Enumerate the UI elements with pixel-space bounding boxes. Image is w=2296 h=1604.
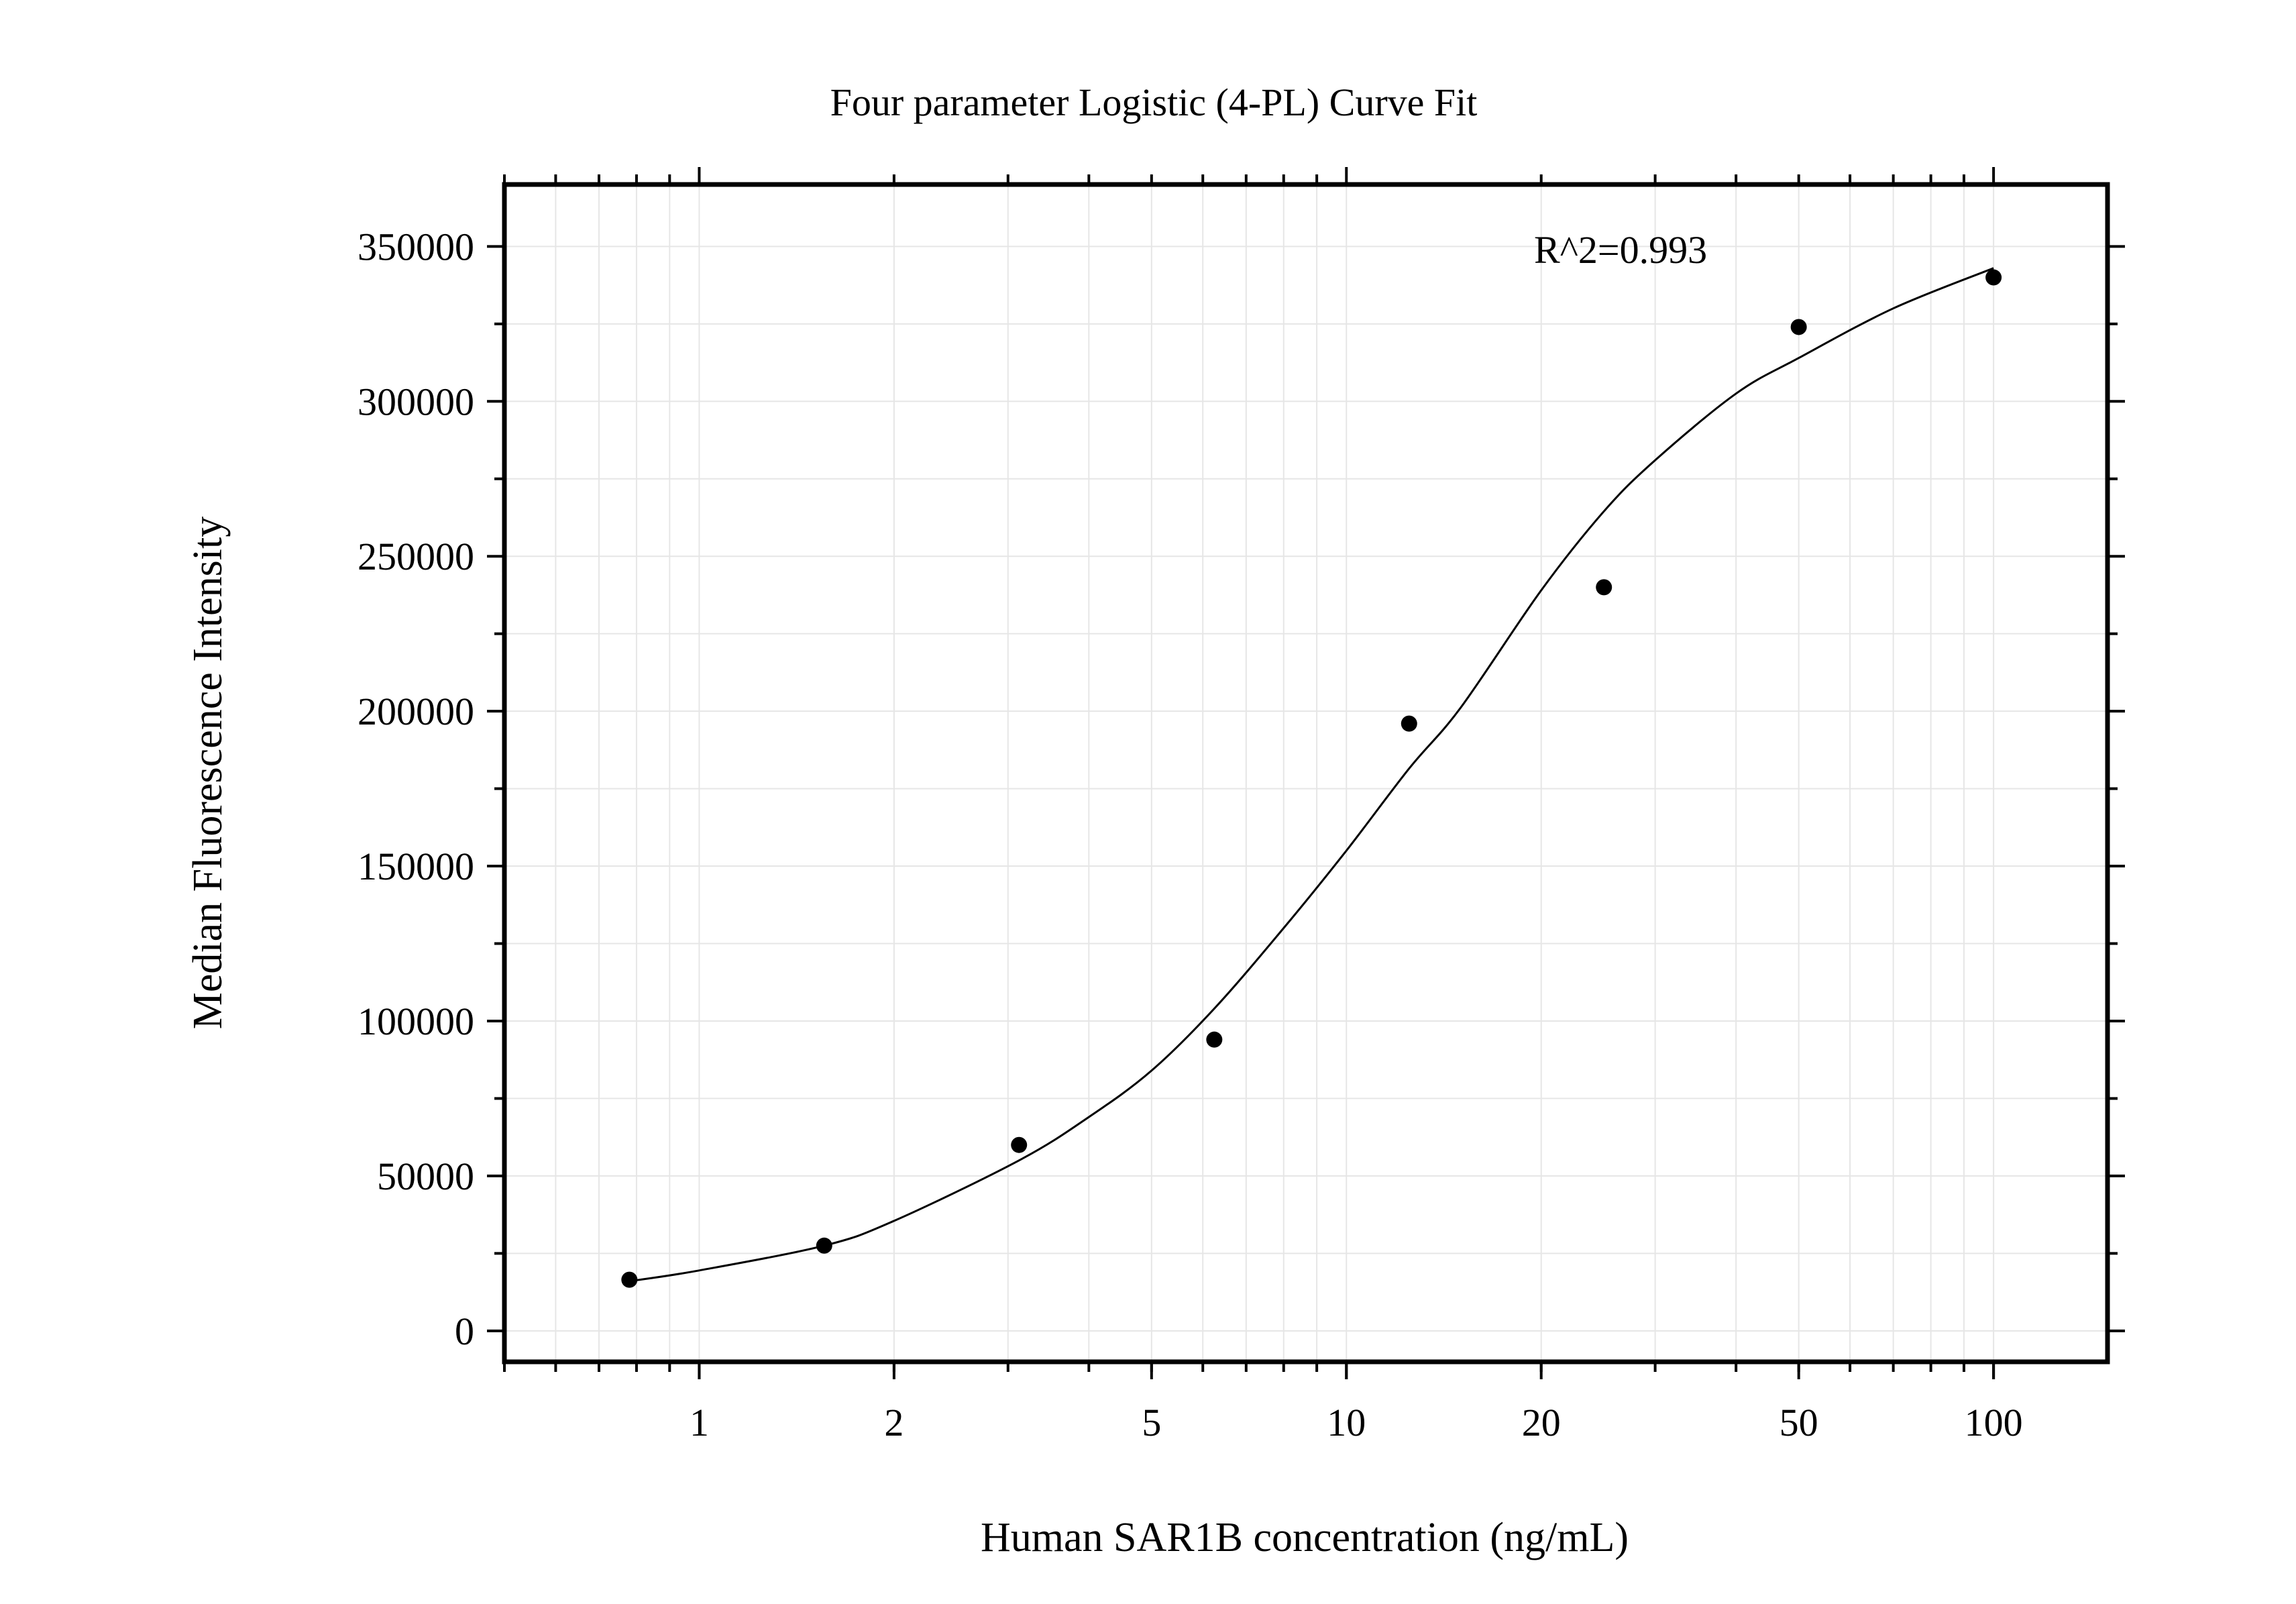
x-tick-label: 5 — [1142, 1401, 1161, 1444]
data-point — [816, 1237, 832, 1254]
y-tick-label: 250000 — [358, 535, 474, 578]
x-tick-label: 20 — [1522, 1401, 1561, 1444]
fit-curve — [629, 267, 1994, 1283]
data-point — [1790, 319, 1807, 335]
y-tick-label: 300000 — [358, 380, 474, 423]
plot-frame — [502, 182, 2110, 1365]
x-tick-labels: 1 2 5 10 20 50 100 — [690, 1401, 2023, 1444]
r-squared-annotation: R^2=0.993 — [1534, 228, 1707, 272]
data-point — [1011, 1136, 1028, 1153]
axis-ticks — [487, 167, 2125, 1379]
y-tick-label: 100000 — [358, 1000, 474, 1043]
data-point — [1596, 579, 1612, 596]
y-tick-label: 350000 — [358, 225, 474, 268]
y-axis-label: Median Fluorescence Intensity — [185, 517, 231, 1029]
x-tick-label: 1 — [690, 1401, 709, 1444]
fit-curve-layer — [629, 267, 1994, 1283]
y-tick-label: 150000 — [358, 845, 474, 888]
data-point — [621, 1271, 638, 1288]
x-tick-label: 2 — [884, 1401, 904, 1444]
x-axis-label: Human SAR1B concentration (ng/mL) — [981, 1515, 1629, 1560]
y-tick-labels: 0 50000 100000 150000 200000 250000 300000 3500… — [358, 225, 474, 1352]
chart-title: Four parameter Logistic (4-PL) Curve Fit — [830, 81, 1478, 124]
x-tick-label: 10 — [1327, 1401, 1366, 1444]
y-tick-label: 50000 — [377, 1155, 474, 1198]
data-point — [1401, 715, 1417, 732]
y-tick-label: 200000 — [358, 690, 474, 733]
data-points — [621, 269, 2002, 1288]
x-tick-label: 100 — [1965, 1401, 2023, 1444]
y-tick-label: 0 — [455, 1309, 474, 1353]
grid — [504, 184, 2108, 1362]
data-point — [1206, 1031, 1223, 1048]
data-point — [1985, 269, 2002, 286]
x-tick-label: 50 — [1780, 1401, 1818, 1444]
